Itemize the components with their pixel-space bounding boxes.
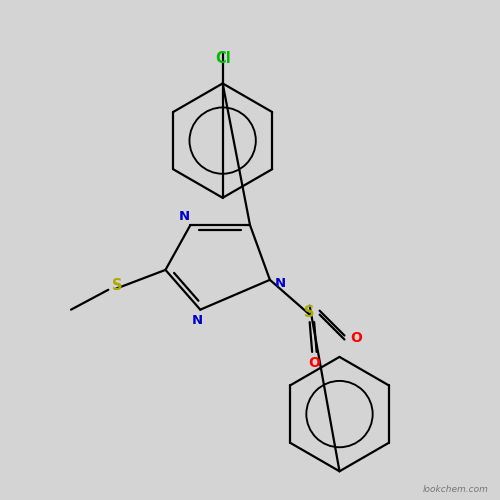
Text: N: N [192, 314, 202, 326]
Text: O: O [308, 356, 320, 370]
Text: S: S [304, 304, 315, 320]
Text: lookchem.com: lookchem.com [423, 484, 488, 494]
Text: S: S [112, 278, 122, 293]
Text: N: N [178, 210, 190, 222]
Text: N: N [274, 276, 286, 289]
Text: Cl: Cl [215, 51, 230, 66]
Text: O: O [350, 330, 362, 344]
